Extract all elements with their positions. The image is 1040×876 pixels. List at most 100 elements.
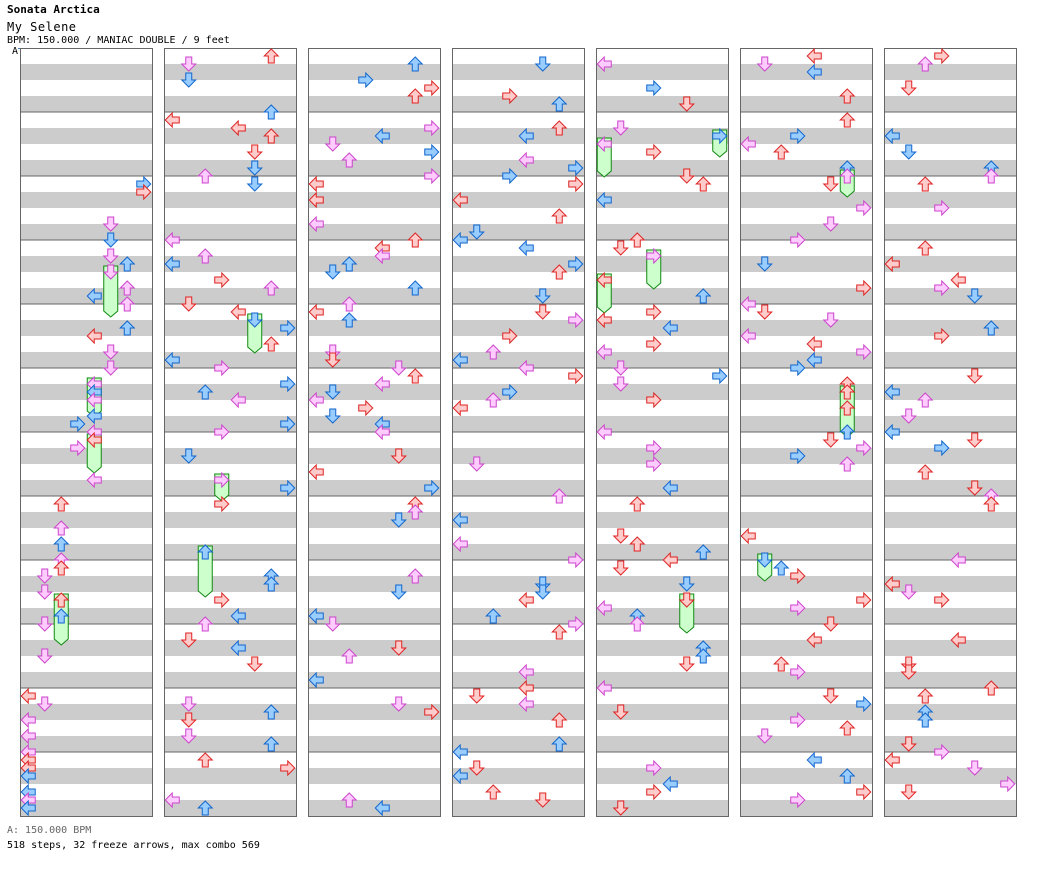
down-arrow-icon [36, 648, 53, 664]
beat-stripe [164, 576, 296, 592]
beat-stripe [20, 512, 152, 528]
left-arrow-icon [308, 191, 324, 209]
right-arrow-icon [934, 279, 950, 297]
right-arrow-icon [856, 279, 872, 297]
up-arrow-icon [407, 280, 424, 296]
beat-stripe [596, 608, 728, 624]
left-arrow-icon [308, 671, 324, 689]
beat-stripe [884, 448, 1016, 464]
beat-stripe [164, 800, 296, 816]
up-arrow-icon [917, 176, 934, 192]
up-arrow-icon [119, 280, 136, 296]
right-arrow-icon [568, 551, 584, 569]
down-arrow-icon [324, 136, 341, 152]
up-arrow-icon [407, 568, 424, 584]
down-arrow-icon [534, 56, 551, 72]
left-arrow-icon [374, 127, 390, 145]
left-arrow-icon [740, 135, 756, 153]
down-arrow-icon [900, 80, 917, 96]
beat-stripe [164, 704, 296, 720]
beat-stripe [452, 608, 584, 624]
right-arrow-icon [934, 327, 950, 345]
right-arrow-icon [790, 791, 806, 809]
down-arrow-icon [534, 792, 551, 808]
beat-stripe [20, 224, 152, 240]
beat-stripe [452, 640, 584, 656]
beat-stripe [308, 384, 440, 400]
beat-stripe [452, 576, 584, 592]
beat-stripe [596, 736, 728, 752]
beat-stripe [452, 96, 584, 112]
beat-stripe [596, 640, 728, 656]
left-arrow-icon [20, 751, 36, 769]
down-arrow-icon [822, 312, 839, 328]
down-arrow-icon [390, 360, 407, 376]
left-arrow-icon [806, 351, 822, 369]
beat-stripe [740, 96, 872, 112]
left-arrow-icon [596, 271, 612, 289]
artist-name: Sonata Arctica [7, 3, 100, 16]
beat-stripe [596, 96, 728, 112]
song-title: My Selene [7, 20, 77, 34]
right-arrow-icon [214, 471, 230, 489]
beat-stripe [596, 384, 728, 400]
up-arrow-icon [629, 616, 646, 632]
left-arrow-icon [950, 271, 966, 289]
left-arrow-icon [596, 679, 612, 697]
left-arrow-icon [86, 327, 102, 345]
beat-stripe [884, 608, 1016, 624]
beat-stripe [20, 384, 152, 400]
beat-stripe [884, 704, 1016, 720]
down-arrow-icon [756, 56, 773, 72]
beat-stripe [596, 320, 728, 336]
beat-stripe [596, 256, 728, 272]
beat-stripe [452, 320, 584, 336]
beat-stripe [596, 704, 728, 720]
up-arrow-icon [53, 592, 70, 608]
up-arrow-icon [53, 520, 70, 536]
beat-stripe [452, 736, 584, 752]
down-arrow-icon [468, 688, 485, 704]
up-arrow-icon [53, 560, 70, 576]
left-arrow-icon [806, 751, 822, 769]
right-arrow-icon [502, 87, 518, 105]
chart-column-6 [740, 47, 873, 817]
right-arrow-icon [646, 335, 662, 353]
up-arrow-icon [263, 104, 280, 120]
up-arrow-icon [839, 424, 856, 440]
beat-stripe [308, 704, 440, 720]
left-arrow-icon [20, 743, 36, 761]
up-arrow-icon [485, 784, 502, 800]
left-arrow-icon [164, 255, 180, 273]
beat-stripe [596, 224, 728, 240]
beat-stripe [308, 768, 440, 784]
right-arrow-icon [790, 567, 806, 585]
beat-stripe [308, 256, 440, 272]
beat-stripe [740, 192, 872, 208]
chart-column-border [884, 48, 1017, 817]
beat-stripe [164, 640, 296, 656]
beat-stripe [20, 448, 152, 464]
beat-stripe [740, 512, 872, 528]
beat-stripe [308, 448, 440, 464]
down-arrow-icon [468, 224, 485, 240]
beat-stripe [740, 352, 872, 368]
down-arrow-icon [534, 584, 551, 600]
down-arrow-icon [612, 120, 629, 136]
beat-stripe [164, 448, 296, 464]
up-arrow-icon [773, 560, 790, 576]
left-arrow-icon [806, 63, 822, 81]
right-arrow-icon [424, 703, 440, 721]
down-arrow-icon [102, 248, 119, 264]
up-arrow-icon [629, 536, 646, 552]
left-arrow-icon [20, 759, 36, 777]
up-arrow-icon [629, 232, 646, 248]
beat-stripe [164, 128, 296, 144]
beat-stripe [884, 640, 1016, 656]
beat-stripe [164, 384, 296, 400]
left-arrow-icon [662, 319, 678, 337]
beat-stripe [452, 128, 584, 144]
left-arrow-icon [596, 191, 612, 209]
up-arrow-icon [551, 96, 568, 112]
down-arrow-icon [966, 368, 983, 384]
